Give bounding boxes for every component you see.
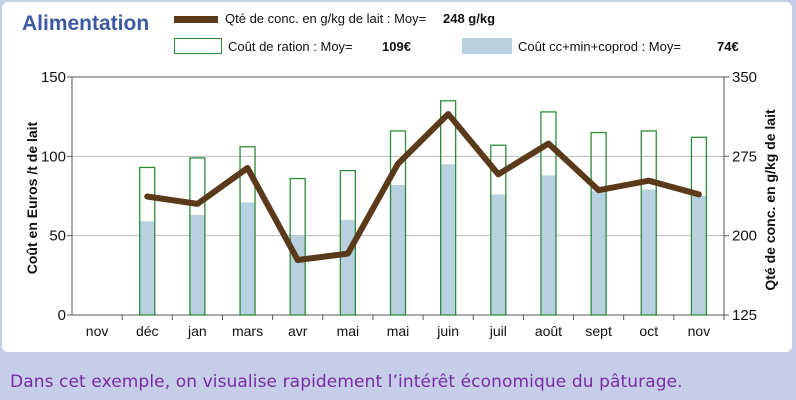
y-tick-label-right: 275 — [732, 148, 757, 165]
bar-ration — [239, 146, 256, 316]
legend-line-value: 248 g/kg — [443, 11, 496, 26]
y-tick-label-left: 100 — [41, 148, 66, 165]
legend-ration-swatch — [174, 38, 222, 54]
legend-line-label: Qté de conc. en g/kg de lait : Moy= — [225, 11, 427, 26]
x-tick-label: mai — [337, 323, 360, 339]
bar-ration — [440, 100, 457, 316]
y-tick-label-left: 50 — [49, 228, 66, 245]
y-tick-label-right: 200 — [732, 228, 757, 245]
x-tick-label: oct — [639, 323, 658, 339]
line-point — [647, 179, 651, 183]
legend-ration-label: Coût de ration : Moy= — [228, 39, 353, 54]
bar-cc — [189, 215, 205, 315]
chart-svg: 0 50 100 150 125 200 275 350 nov déc jan mars avr mai… — [41, 69, 757, 339]
x-tick-label: sept — [585, 323, 612, 339]
x-tick-label: mai — [387, 323, 410, 339]
line-point — [396, 162, 400, 166]
line-point — [546, 142, 550, 146]
x-tick-label: nov — [86, 323, 109, 339]
bar-cc — [591, 191, 607, 315]
x-tick-label: juil — [489, 323, 507, 339]
bar-cc — [139, 221, 155, 315]
line-concentrate — [144, 111, 702, 263]
x-tick-label: nov — [688, 323, 711, 339]
bar-cc — [390, 184, 406, 315]
legend-ration-value: 109€ — [382, 39, 411, 54]
bar-ration — [590, 131, 607, 316]
line-point — [496, 172, 500, 176]
chart-title: Alimentation — [22, 12, 150, 35]
legend-line-swatch — [174, 16, 218, 23]
bar-cc — [340, 219, 356, 315]
y-tick-label-left: 150 — [41, 69, 66, 86]
bar-ration — [490, 144, 507, 316]
x-tick-label: août — [535, 323, 562, 339]
bar-ration — [389, 130, 407, 316]
line-point — [446, 112, 450, 116]
x-tick-label: avr — [288, 323, 308, 339]
bar-cc — [490, 194, 506, 315]
line-point — [246, 166, 250, 170]
chart-panel: 0 50 100 150 125 200 275 350 nov déc jan mars avr mai… — [2, 2, 792, 352]
legend-cc-swatch — [462, 38, 512, 54]
bar-ration — [690, 136, 708, 316]
bar-cc — [641, 189, 657, 315]
y-axis-label-right: Qté de conc. en g/kg de lait — [762, 109, 778, 291]
line-point — [597, 188, 601, 192]
line-point — [145, 195, 149, 199]
y-axis-label-left: Coût en Euros /t de lait — [24, 121, 40, 275]
x-tick-label: déc — [136, 323, 159, 339]
legend-cc-value: 74€ — [717, 39, 739, 54]
bar-cc — [240, 202, 256, 315]
y-tick-label-right: 350 — [732, 69, 757, 86]
bar-ration — [540, 111, 557, 316]
line-point — [296, 258, 300, 262]
y-tick-label-left: 0 — [58, 307, 66, 324]
bar-cc — [691, 196, 707, 315]
x-tick-label: mars — [232, 323, 263, 339]
line-point — [346, 252, 350, 256]
bar-cc — [440, 164, 456, 315]
line-point — [697, 192, 701, 196]
x-tick-label: jan — [187, 323, 207, 339]
bar-cc — [540, 175, 556, 315]
bar-ration — [189, 157, 206, 316]
y-tick-label-right: 125 — [732, 307, 757, 324]
bar-ration — [640, 130, 657, 316]
x-tick-label: juin — [436, 323, 459, 339]
caption-text: Dans cet exemple, on visualise rapidemen… — [10, 372, 683, 392]
legend-cc-label: Coût cc+min+coprod : Moy= — [518, 39, 681, 54]
bar-ration — [139, 166, 156, 316]
line-point — [195, 202, 199, 206]
